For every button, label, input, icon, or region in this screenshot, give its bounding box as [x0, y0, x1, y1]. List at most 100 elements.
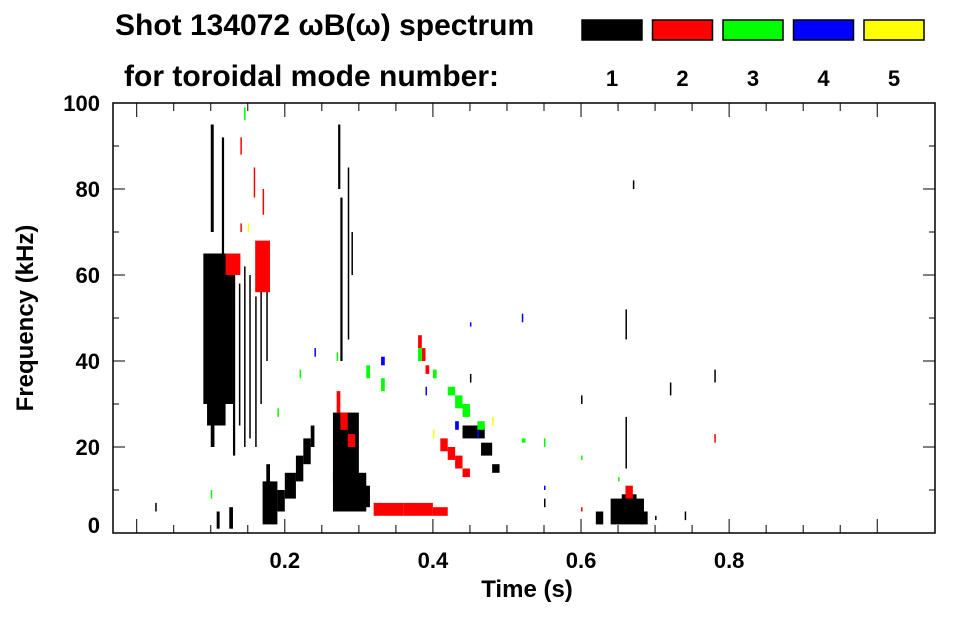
mode-3-mark: [336, 352, 339, 361]
mode-4-mark: [425, 386, 428, 396]
legend-swatch-mode-5: [863, 19, 925, 41]
mode-1-mark: [262, 481, 278, 525]
mode-2-mark: [240, 223, 242, 232]
mode-1-mark: [255, 296, 257, 447]
mode-5-mark: [432, 429, 435, 439]
mode-1-mark: [625, 309, 627, 340]
mode-1-mark: [229, 507, 233, 529]
mode-1-mark: [338, 124, 341, 189]
mode-3-mark: [477, 421, 485, 430]
mode-3-mark: [447, 386, 456, 396]
y-tick-label: 80: [76, 177, 100, 202]
legend: 1 2 3 4 5: [581, 19, 925, 91]
y-tick-label: 0: [88, 513, 100, 538]
mode-1-mark: [714, 369, 716, 383]
mode-2-mark: [255, 240, 270, 293]
mode-1-mark: [260, 283, 262, 404]
mode-1-mark: [684, 511, 687, 521]
mode-2-mark: [262, 189, 265, 215]
mode-2-mark: [403, 502, 433, 516]
mode-1-mark: [492, 464, 500, 473]
mode-4-mark: [381, 356, 385, 366]
mode-2-mark: [625, 485, 633, 499]
mode-3-mark: [462, 404, 470, 417]
y-tick-label: 60: [76, 263, 100, 288]
mode-2-mark: [225, 253, 241, 275]
legend-label-mode-2: 2: [676, 66, 688, 91]
mode-4-mark: [469, 322, 472, 327]
chart-title: Shot 134072 ωB(ω) spectrum: [115, 9, 534, 42]
x-axis-label: Time (s): [481, 576, 573, 603]
mode-2-mark: [336, 391, 341, 413]
mode-1-mark: [351, 485, 370, 508]
spectrum-marks: [155, 107, 716, 529]
x-tick-label: 0.8: [714, 548, 745, 573]
mode-1-mark: [621, 494, 637, 516]
chart-subtitle: for toroidal mode number:: [124, 60, 499, 93]
mode-1-mark: [347, 167, 350, 340]
mode-2-mark: [418, 335, 422, 349]
mode-1-mark: [632, 180, 635, 189]
mode-1-mark: [543, 498, 546, 508]
legend-swatch-mode-1: [581, 19, 643, 41]
mode-1-mark: [481, 442, 493, 456]
mode-1-mark: [155, 502, 157, 512]
mode-2-mark: [421, 348, 426, 361]
mode-5-mark: [247, 223, 250, 232]
mode-3-mark: [381, 378, 385, 392]
x-tick-label: 0.6: [566, 548, 597, 573]
mode-1-mark: [238, 283, 241, 426]
mode-2-mark: [425, 365, 430, 374]
legend-label-mode-1: 1: [606, 66, 618, 91]
mode-1-mark: [581, 395, 583, 404]
y-tick-label: 20: [76, 435, 100, 460]
mode-2-mark: [373, 502, 404, 516]
mode-1-mark: [625, 416, 627, 469]
mode-1-mark: [284, 472, 296, 499]
mode-1-mark: [310, 425, 315, 447]
mode-1-mark: [351, 232, 353, 275]
mode-4-mark: [314, 348, 316, 357]
mode-2-mark: [340, 412, 348, 430]
mode-1-mark: [303, 438, 311, 465]
mode-2-mark: [347, 434, 356, 447]
mode-2-mark: [432, 507, 448, 516]
mode-3-mark: [455, 395, 463, 409]
mode-1-mark: [295, 455, 304, 482]
plot-frame: [112, 102, 936, 534]
mode-3-mark: [418, 348, 422, 361]
mode-1-mark: [669, 382, 672, 396]
mode-3-mark: [210, 490, 213, 499]
mode-4-mark: [521, 313, 524, 323]
mode-2-mark: [455, 455, 463, 469]
mode-1-mark: [340, 197, 343, 361]
mode-1-mark: [210, 361, 215, 447]
mode-3-mark: [618, 477, 620, 482]
mode-3-mark: [543, 438, 546, 447]
legend-label-mode-3: 3: [747, 66, 759, 91]
mode-2-mark: [462, 468, 470, 478]
mode-1-mark: [207, 339, 226, 426]
mode-3-mark: [366, 365, 370, 379]
y-tick-label: 100: [63, 91, 100, 116]
mode-1-mark: [655, 515, 657, 521]
mode-3-mark: [581, 455, 583, 460]
mode-1-mark: [221, 137, 225, 275]
mode-4-mark: [455, 421, 459, 430]
mode-1-mark: [640, 511, 648, 525]
legend-label-mode-5: 5: [888, 66, 900, 91]
mode-1-mark: [232, 275, 236, 456]
mode-1-mark: [249, 275, 251, 439]
legend-swatch-mode-4: [792, 19, 855, 41]
mode-1-mark: [277, 490, 285, 512]
x-tick-label: 0.2: [270, 548, 301, 573]
mode-2-mark: [440, 438, 448, 452]
mode-4-mark: [543, 485, 546, 490]
x-tick-label: 0.4: [418, 548, 449, 573]
mode-2-mark: [253, 167, 256, 198]
legend-label-mode-4: 4: [817, 66, 830, 91]
mode-3-mark: [432, 369, 437, 379]
mode-4-mark: [477, 429, 479, 439]
mode-1-mark: [216, 511, 220, 529]
